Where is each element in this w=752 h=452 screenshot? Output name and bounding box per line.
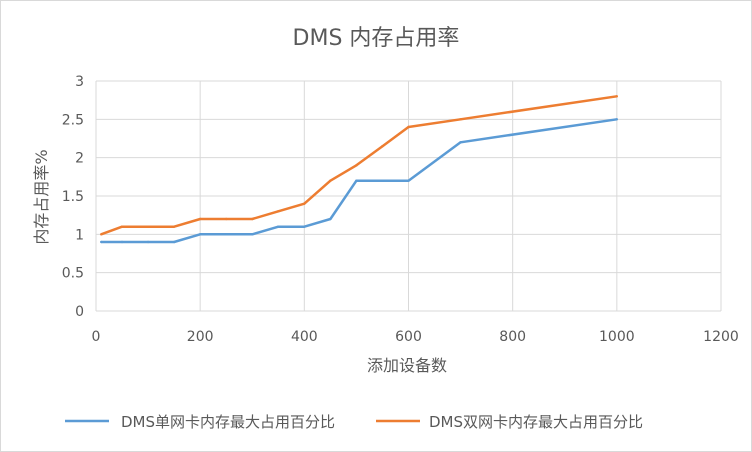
legend-label-1: DMS单网卡内存最大占用百分比 <box>121 413 335 431</box>
data-point <box>355 179 358 182</box>
y-tick-label: 1 <box>75 227 84 243</box>
series-line-2 <box>100 95 617 236</box>
y-tick-label: 3 <box>75 74 84 90</box>
y-axis-label: 内存占用率% <box>32 149 51 244</box>
data-point <box>172 225 176 228</box>
data-point <box>120 225 124 228</box>
data-point <box>146 225 150 228</box>
data-point <box>198 217 202 221</box>
data-point <box>225 233 228 236</box>
y-tick-label: 2 <box>75 151 84 167</box>
data-point <box>120 240 124 244</box>
chart-title: DMS 内存占用率 <box>293 26 460 51</box>
grid <box>95 80 722 312</box>
x-tick-label: 1200 <box>703 329 739 345</box>
data-point <box>172 240 176 244</box>
data-point <box>251 233 254 236</box>
data-point <box>100 233 103 236</box>
data-point <box>381 144 384 148</box>
data-point <box>459 118 462 121</box>
x-axis-label: 添加设备数 <box>367 356 447 375</box>
data-point <box>100 240 103 244</box>
data-point <box>381 179 384 182</box>
x-tick-label: 200 <box>187 329 214 345</box>
y-axis-ticks: 0 0.5 1 1.5 2 2.5 3 <box>62 74 84 320</box>
x-tick-label: 400 <box>291 329 318 345</box>
data-point <box>329 217 332 221</box>
data-point <box>251 217 254 221</box>
data-point <box>303 225 306 228</box>
x-tick-label: 600 <box>395 329 422 345</box>
data-point <box>407 125 410 129</box>
data-point <box>277 225 280 228</box>
data-point <box>225 217 228 221</box>
y-tick-label: 0 <box>75 304 84 320</box>
data-point <box>146 240 150 244</box>
y-tick-label: 1.5 <box>62 189 84 205</box>
legend: DMS单网卡内存最大占用百分比 DMS双网卡内存最大占用百分比 <box>65 413 643 431</box>
y-tick-label: 0.5 <box>62 266 84 282</box>
data-point <box>407 179 410 182</box>
data-point <box>277 210 280 213</box>
x-tick-label: 0 <box>92 329 101 345</box>
data-point <box>459 141 462 144</box>
legend-label-2: DMS双网卡内存最大占用百分比 <box>429 413 643 431</box>
x-tick-label: 1000 <box>599 329 635 345</box>
data-point <box>615 118 619 121</box>
data-point <box>329 179 332 182</box>
series-line-1 <box>101 118 617 244</box>
x-axis-ticks: 0 200 400 600 800 1000 1200 <box>92 329 739 345</box>
x-tick-label: 800 <box>499 329 526 345</box>
series-lines <box>100 95 619 244</box>
data-point <box>615 95 619 98</box>
data-point <box>198 233 202 236</box>
y-tick-label: 2.5 <box>62 112 84 128</box>
data-point <box>303 202 306 205</box>
data-point <box>355 164 358 167</box>
